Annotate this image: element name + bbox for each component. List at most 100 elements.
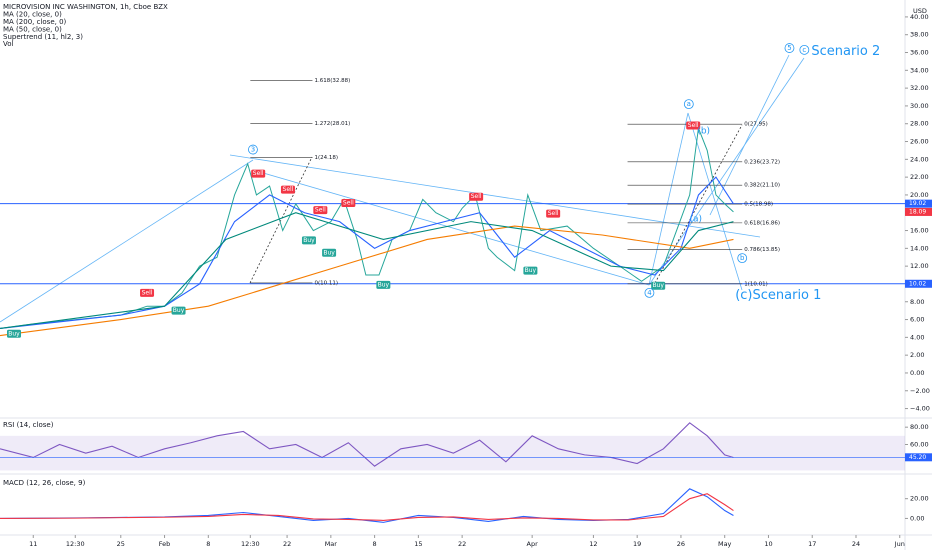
fib-label: 0(27.95) <box>744 122 768 128</box>
legend-entry: MICROVISION INC WASHINGTON, 1h, Cboe BZX <box>3 3 168 11</box>
fib-label: 0.236(23.72) <box>744 159 780 165</box>
signal-label: Buy <box>378 281 390 288</box>
y-tick-label: 38.00 <box>910 31 929 39</box>
signal-tag <box>251 169 266 178</box>
fib-label: 1(24.18) <box>314 155 338 161</box>
y-tick-label: 34.00 <box>910 66 929 74</box>
signal-label: Sell <box>471 193 482 200</box>
legend-entry: MA (50, close, 0) <box>3 26 62 34</box>
trend-line <box>252 169 650 286</box>
indicator-label: Supertrend (11, hl2, 3) <box>3 33 83 41</box>
signal-tag <box>523 266 538 275</box>
signal-tag <box>280 185 295 194</box>
x-tick-label: 22 <box>458 540 466 548</box>
price-label-box <box>905 279 932 288</box>
signal-label: Sell <box>253 170 264 177</box>
signal-tag <box>171 306 186 315</box>
signal-label: Buy <box>652 282 664 289</box>
wave-label: b <box>740 254 745 262</box>
x-tick-label: 12 <box>589 540 597 548</box>
signal-tag <box>686 121 701 130</box>
legend-entry: MA (20, close, 0) <box>3 11 62 19</box>
x-tick-label: 11 <box>29 540 37 548</box>
wave-label: (a) <box>690 214 703 224</box>
wave-label: 3 <box>251 146 255 154</box>
price-label-box <box>905 199 932 208</box>
y-tick-label: 0.00 <box>910 514 924 522</box>
price-label-box <box>905 207 932 216</box>
scenario-label: (c)Scenario 1 <box>735 288 821 303</box>
y-tick-label: 80.00 <box>910 423 929 431</box>
x-tick-label: Mar <box>325 540 338 548</box>
y-tick-label: −4.00 <box>910 405 930 413</box>
x-tick-label: Jun <box>894 540 905 548</box>
signal-label: Sell <box>688 122 699 129</box>
trend-line <box>229 154 761 238</box>
series-line <box>0 225 734 337</box>
signal-label: Buy <box>303 237 315 244</box>
currency: USD <box>913 7 927 15</box>
y-tick-label: 26.00 <box>910 138 929 146</box>
y-tick-label: 22.00 <box>910 173 929 181</box>
fib-label: 0.5(18.98) <box>744 202 773 208</box>
signal-label: Buy <box>525 267 537 274</box>
scenario-label: Scenario 2 <box>811 44 880 59</box>
wave-label: c <box>802 46 806 54</box>
y-tick-label: 20.00 <box>910 495 929 503</box>
price-label: 18.09 <box>909 208 926 215</box>
fib-label: 1.618(32.88) <box>314 78 350 84</box>
price-label: 19.02 <box>909 200 926 207</box>
x-tick-label: 10 <box>764 540 772 548</box>
fib-label: 0.382(21.10) <box>744 183 780 189</box>
signal-tag <box>140 288 155 297</box>
x-tick-label: 25 <box>117 540 125 548</box>
wave-label: (b) <box>697 126 710 136</box>
y-tick-label: −2.00 <box>910 387 930 395</box>
signal-tag <box>341 198 356 207</box>
fib-label: 0(10.11) <box>314 280 338 286</box>
signal-label: Sell <box>283 186 294 193</box>
signal-tag <box>301 236 316 245</box>
y-tick-label: 30.00 <box>910 102 929 110</box>
series-line <box>0 176 734 330</box>
y-tick-label: 4.00 <box>910 333 924 341</box>
signal-label: Buy <box>173 307 185 314</box>
y-tick-label: 60.00 <box>910 440 929 448</box>
y-tick-label: 2.00 <box>910 351 924 359</box>
signal-label: Sell <box>343 199 354 206</box>
y-tick-label: 24.00 <box>910 155 929 163</box>
y-tick-label: 16.00 <box>910 227 929 235</box>
y-tick-label: 6.00 <box>910 316 924 324</box>
fib-label: 1(10.01) <box>744 281 768 287</box>
wave-circle <box>737 253 748 264</box>
signal-label: Buy <box>323 249 335 256</box>
wave-circle <box>644 287 655 298</box>
wave-label: a <box>687 100 691 108</box>
wave-circle <box>784 43 795 53</box>
signal-label: Sell <box>142 289 153 296</box>
current-box <box>905 453 932 462</box>
signal-tag <box>469 192 484 201</box>
x-tick-label: Feb <box>159 540 171 548</box>
wave-circle <box>799 44 810 55</box>
x-tick-label: 12:30 <box>241 540 260 548</box>
y-tick-label: 12.00 <box>910 262 929 270</box>
trend-line <box>0 159 254 323</box>
signal-tag <box>376 280 391 289</box>
series-line <box>0 488 734 523</box>
y-tick-label: 20.00 <box>910 191 929 199</box>
dashed-line <box>249 156 313 284</box>
fib-label: 0.786(13.85) <box>744 247 780 253</box>
signal-tag <box>322 248 337 257</box>
fib-label: 1.272(28.01) <box>314 121 350 127</box>
y-tick-label: 40.00 <box>910 13 929 21</box>
drawings <box>0 54 805 323</box>
signal-label: Buy <box>8 330 20 337</box>
x-tick-label: 12:30 <box>66 540 85 548</box>
x-tick-label: 8 <box>373 540 377 548</box>
wave-circle <box>248 144 258 155</box>
current-label: 45.20 <box>909 454 926 461</box>
y-tick-label: 0.00 <box>910 369 924 377</box>
